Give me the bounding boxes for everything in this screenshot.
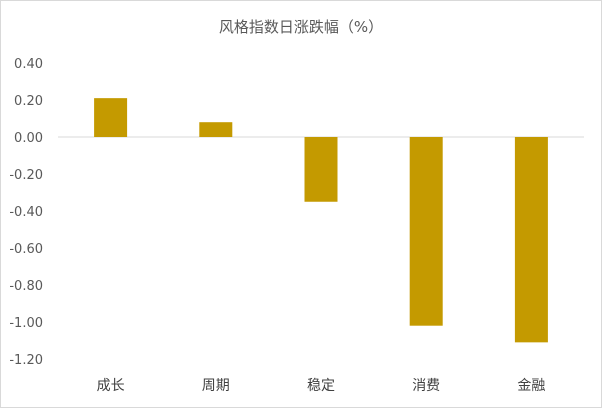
bar-金融 <box>514 137 548 343</box>
x-category-label: 成长 <box>97 378 125 394</box>
y-tick-label: 0.00 <box>14 131 43 146</box>
bar-稳定 <box>304 137 338 202</box>
y-tick-label: -1.00 <box>9 316 43 331</box>
y-tick-label: -0.60 <box>9 242 43 257</box>
y-tick-label: -0.20 <box>9 168 43 183</box>
x-category-label: 消费 <box>412 378 440 394</box>
bar-周期 <box>199 122 233 137</box>
y-tick-label: 0.20 <box>14 94 43 109</box>
y-tick-label: -0.80 <box>9 279 43 294</box>
chart-title: 风格指数日涨跌幅（%） <box>218 18 384 36</box>
x-category-label: 稳定 <box>307 378 335 394</box>
y-tick-label: 0.40 <box>14 57 43 72</box>
x-category-label: 周期 <box>202 378 230 394</box>
bar-成长 <box>94 98 128 137</box>
x-category-label: 金融 <box>517 378 545 394</box>
bar-消费 <box>409 137 443 326</box>
y-tick-label: -1.20 <box>9 353 43 368</box>
y-tick-label: -0.40 <box>9 205 43 220</box>
